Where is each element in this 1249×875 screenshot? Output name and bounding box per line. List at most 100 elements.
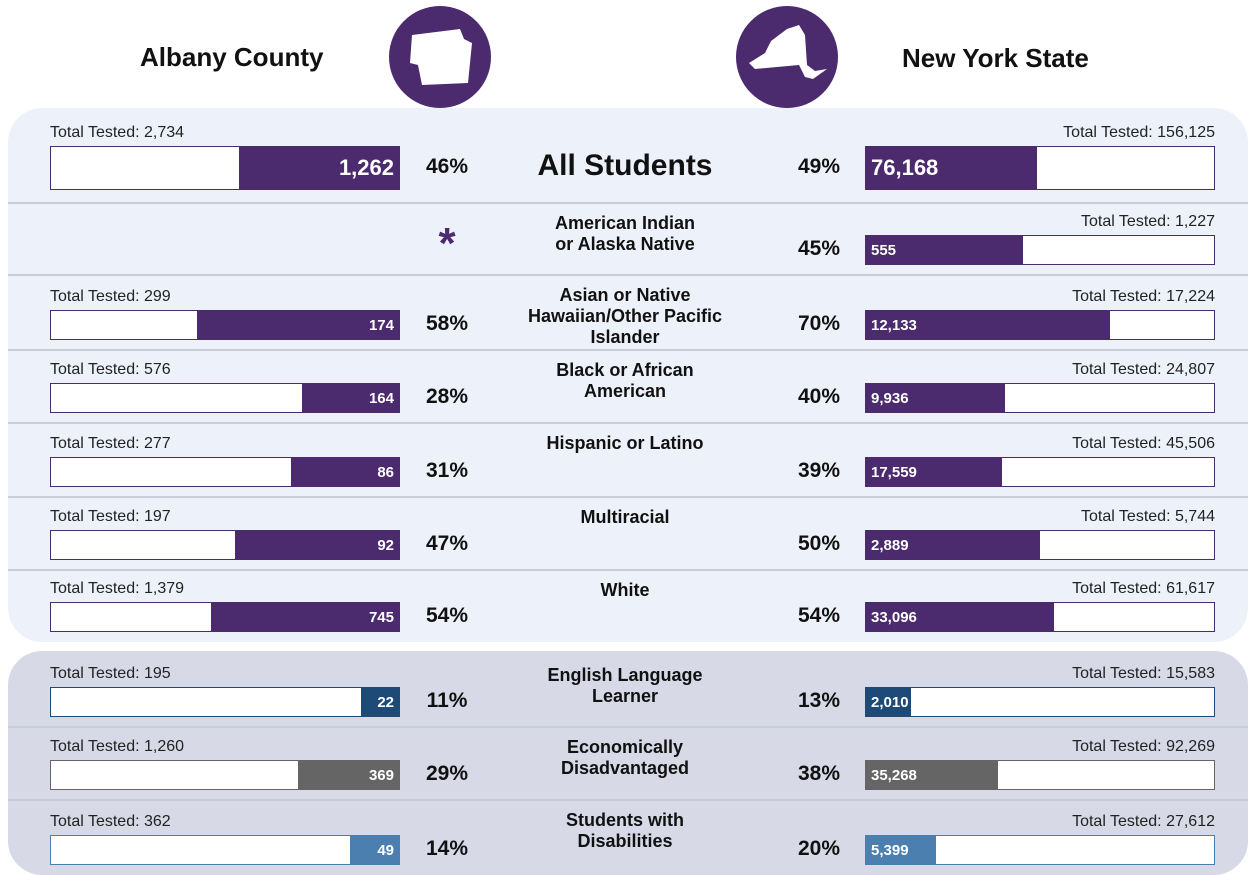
count-label: 92 <box>377 536 394 554</box>
bar-track: 1,262 <box>50 146 400 190</box>
count-label: 35,268 <box>871 766 917 784</box>
bar-track: 555 <box>865 235 1215 265</box>
bar-track: 12,133 <box>865 310 1215 340</box>
total-tested: Total Tested: 45,506 <box>1072 435 1215 452</box>
bar-fill: 1,262 <box>238 147 399 189</box>
percent-label: 54% <box>425 604 469 627</box>
count-label: 22 <box>377 693 394 711</box>
total-tested: Total Tested: 197 <box>50 508 171 525</box>
count-label: 17,559 <box>871 463 917 481</box>
category-label: American Indian or Alaska Native <box>554 213 696 254</box>
total-tested: Total Tested: 1,260 <box>50 738 185 755</box>
row-divider <box>8 349 1248 351</box>
row-divider <box>8 496 1248 498</box>
percent-label: 47% <box>425 532 469 555</box>
percent-label: 58% <box>425 312 469 335</box>
count-label: 9,936 <box>871 389 909 407</box>
count-label: 369 <box>368 766 394 784</box>
count-label: 76,168 <box>871 155 939 180</box>
bar-track: 369 <box>50 760 400 790</box>
bar-fill: 35,268 <box>866 761 999 789</box>
count-label: 86 <box>377 463 394 481</box>
state-heading: New York State <box>902 43 1089 73</box>
percent-label: 13% <box>797 689 841 712</box>
bar-track: 33,096 <box>865 602 1215 632</box>
category-label: Economically Disadvantaged <box>560 737 690 778</box>
count-label: 745 <box>368 608 394 626</box>
bar-fill: 12,133 <box>866 311 1110 339</box>
bar-fill: 2,010 <box>866 688 912 716</box>
count-label: 5,399 <box>871 841 909 859</box>
bar-fill: 2,889 <box>866 531 1040 559</box>
bar-fill: 76,168 <box>866 147 1037 189</box>
total-tested: Total Tested: 1,379 <box>50 580 185 597</box>
bar-track: 174 <box>50 310 400 340</box>
total-tested: Total Tested: 61,617 <box>1072 580 1215 597</box>
total-tested: Total Tested: 17,224 <box>1072 288 1215 305</box>
percent-label: 31% <box>425 459 469 482</box>
bar-fill: 164 <box>301 384 399 412</box>
total-tested: Total Tested: 92,269 <box>1072 738 1215 755</box>
total-tested: Total Tested: 576 <box>50 361 171 378</box>
percent-label: 70% <box>797 312 841 335</box>
bar-track: 9,936 <box>865 383 1215 413</box>
bar-track: 92 <box>50 530 400 560</box>
category-label: Multiracial <box>580 507 670 527</box>
percent-label: 28% <box>425 385 469 408</box>
category-label: Black or African American <box>556 360 694 401</box>
total-tested: Total Tested: 15,583 <box>1072 665 1215 682</box>
count-label: 174 <box>368 316 394 334</box>
bar-track: 2,889 <box>865 530 1215 560</box>
state-icon <box>736 6 838 108</box>
bar-fill: 745 <box>211 603 399 631</box>
percent-label: 20% <box>797 837 841 860</box>
bar-track: 17,559 <box>865 457 1215 487</box>
row-divider <box>8 274 1248 276</box>
total-tested: Total Tested: 299 <box>50 288 171 305</box>
bar-fill: 9,936 <box>866 384 1006 412</box>
percent-label: 49% <box>797 155 841 178</box>
county-icon <box>389 6 491 108</box>
category-label: Students with Disabilities <box>566 810 684 851</box>
total-tested: Total Tested: 195 <box>50 665 171 682</box>
bar-fill: 5,399 <box>866 836 936 864</box>
bar-track: 86 <box>50 457 400 487</box>
total-tested: Total Tested: 27,612 <box>1072 813 1215 830</box>
percent-label: 46% <box>425 155 469 178</box>
count-label: 2,010 <box>871 693 909 711</box>
row-divider <box>8 422 1248 424</box>
bar-fill: 86 <box>291 458 399 486</box>
bar-track: 745 <box>50 602 400 632</box>
percent-label: 39% <box>797 459 841 482</box>
bar-fill: 17,559 <box>866 458 1002 486</box>
total-tested: Total Tested: 277 <box>50 435 171 452</box>
percent-label: 11% <box>426 689 468 712</box>
count-label: 12,133 <box>871 316 917 334</box>
bar-track: 2,010 <box>865 687 1215 717</box>
count-label: 49 <box>377 841 394 859</box>
total-tested: Total Tested: 1,227 <box>1080 213 1215 230</box>
count-label: 33,096 <box>871 608 917 626</box>
county-heading: Albany County <box>140 42 324 72</box>
count-label: 2,889 <box>871 536 909 554</box>
bar-track: 76,168 <box>865 146 1215 190</box>
percent-label: 14% <box>425 837 469 860</box>
percent-label: 29% <box>425 762 469 785</box>
bar-fill: 49 <box>350 836 399 864</box>
count-label: 555 <box>871 241 897 259</box>
bar-fill: 33,096 <box>866 603 1054 631</box>
category-label: Hispanic or Latino <box>546 433 704 453</box>
total-tested: Total Tested: 156,125 <box>1063 124 1215 141</box>
bar-fill: 174 <box>197 311 399 339</box>
percent-label: 45% <box>797 237 841 260</box>
bar-track: 5,399 <box>865 835 1215 865</box>
percent-label: 50% <box>797 532 841 555</box>
row-divider <box>8 726 1248 728</box>
bar-track: 164 <box>50 383 400 413</box>
bar-fill: 22 <box>360 688 399 716</box>
count-label: 164 <box>368 389 394 407</box>
category-label: White <box>600 580 650 600</box>
category-label: English Language Learner <box>547 665 703 706</box>
bar-fill: 555 <box>866 236 1023 264</box>
